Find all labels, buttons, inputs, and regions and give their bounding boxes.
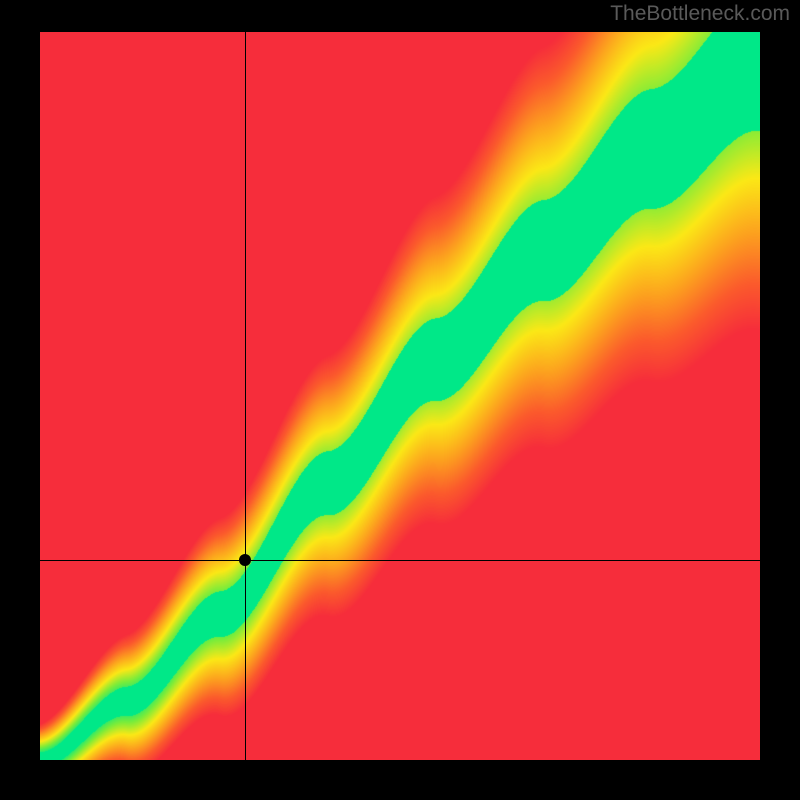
crosshair-horizontal: [40, 560, 760, 561]
crosshair-vertical: [245, 32, 246, 760]
chart-container: TheBottleneck.com: [0, 0, 800, 800]
plot-area: [40, 32, 760, 760]
heatmap-canvas: [40, 32, 760, 760]
crosshair-marker: [239, 554, 251, 566]
attribution-label: TheBottleneck.com: [610, 2, 790, 26]
